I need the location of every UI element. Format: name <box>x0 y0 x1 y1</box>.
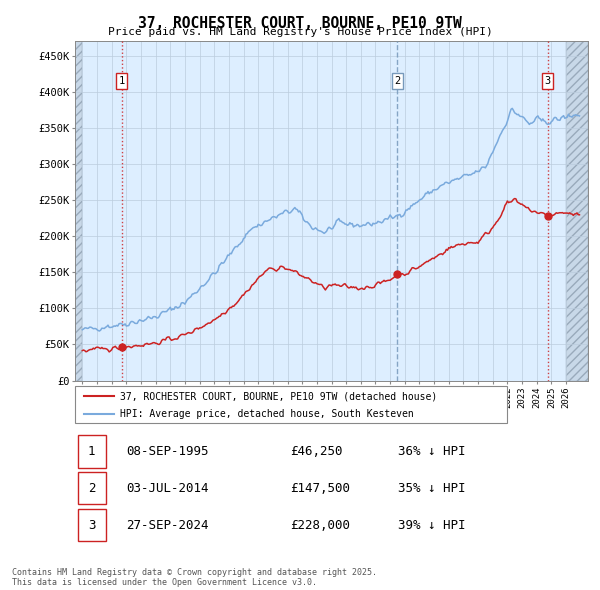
Text: 39% ↓ HPI: 39% ↓ HPI <box>398 519 466 532</box>
Text: £228,000: £228,000 <box>290 519 350 532</box>
Text: 08-SEP-1995: 08-SEP-1995 <box>127 445 209 458</box>
Text: 27-SEP-2024: 27-SEP-2024 <box>127 519 209 532</box>
Text: HPI: Average price, detached house, South Kesteven: HPI: Average price, detached house, Sout… <box>121 409 414 419</box>
Bar <box>566 41 588 381</box>
Bar <box>75 41 82 381</box>
Text: Contains HM Land Registry data © Crown copyright and database right 2025.
This d: Contains HM Land Registry data © Crown c… <box>12 568 377 587</box>
Text: 37, ROCHESTER COURT, BOURNE, PE10 9TW (detached house): 37, ROCHESTER COURT, BOURNE, PE10 9TW (d… <box>121 391 437 401</box>
FancyBboxPatch shape <box>75 386 507 423</box>
Text: 2: 2 <box>88 481 95 495</box>
Text: 1: 1 <box>119 76 125 86</box>
Text: 35% ↓ HPI: 35% ↓ HPI <box>398 481 466 495</box>
Text: Price paid vs. HM Land Registry's House Price Index (HPI): Price paid vs. HM Land Registry's House … <box>107 27 493 37</box>
FancyBboxPatch shape <box>77 472 106 504</box>
Text: 3: 3 <box>545 76 551 86</box>
Text: 36% ↓ HPI: 36% ↓ HPI <box>398 445 466 458</box>
Text: £46,250: £46,250 <box>290 445 343 458</box>
FancyBboxPatch shape <box>77 435 106 467</box>
Text: 03-JUL-2014: 03-JUL-2014 <box>127 481 209 495</box>
Text: 1: 1 <box>88 445 95 458</box>
Text: 3: 3 <box>88 519 95 532</box>
Text: £147,500: £147,500 <box>290 481 350 495</box>
Text: 37, ROCHESTER COURT, BOURNE, PE10 9TW: 37, ROCHESTER COURT, BOURNE, PE10 9TW <box>138 16 462 31</box>
Text: 2: 2 <box>394 76 401 86</box>
FancyBboxPatch shape <box>77 509 106 541</box>
